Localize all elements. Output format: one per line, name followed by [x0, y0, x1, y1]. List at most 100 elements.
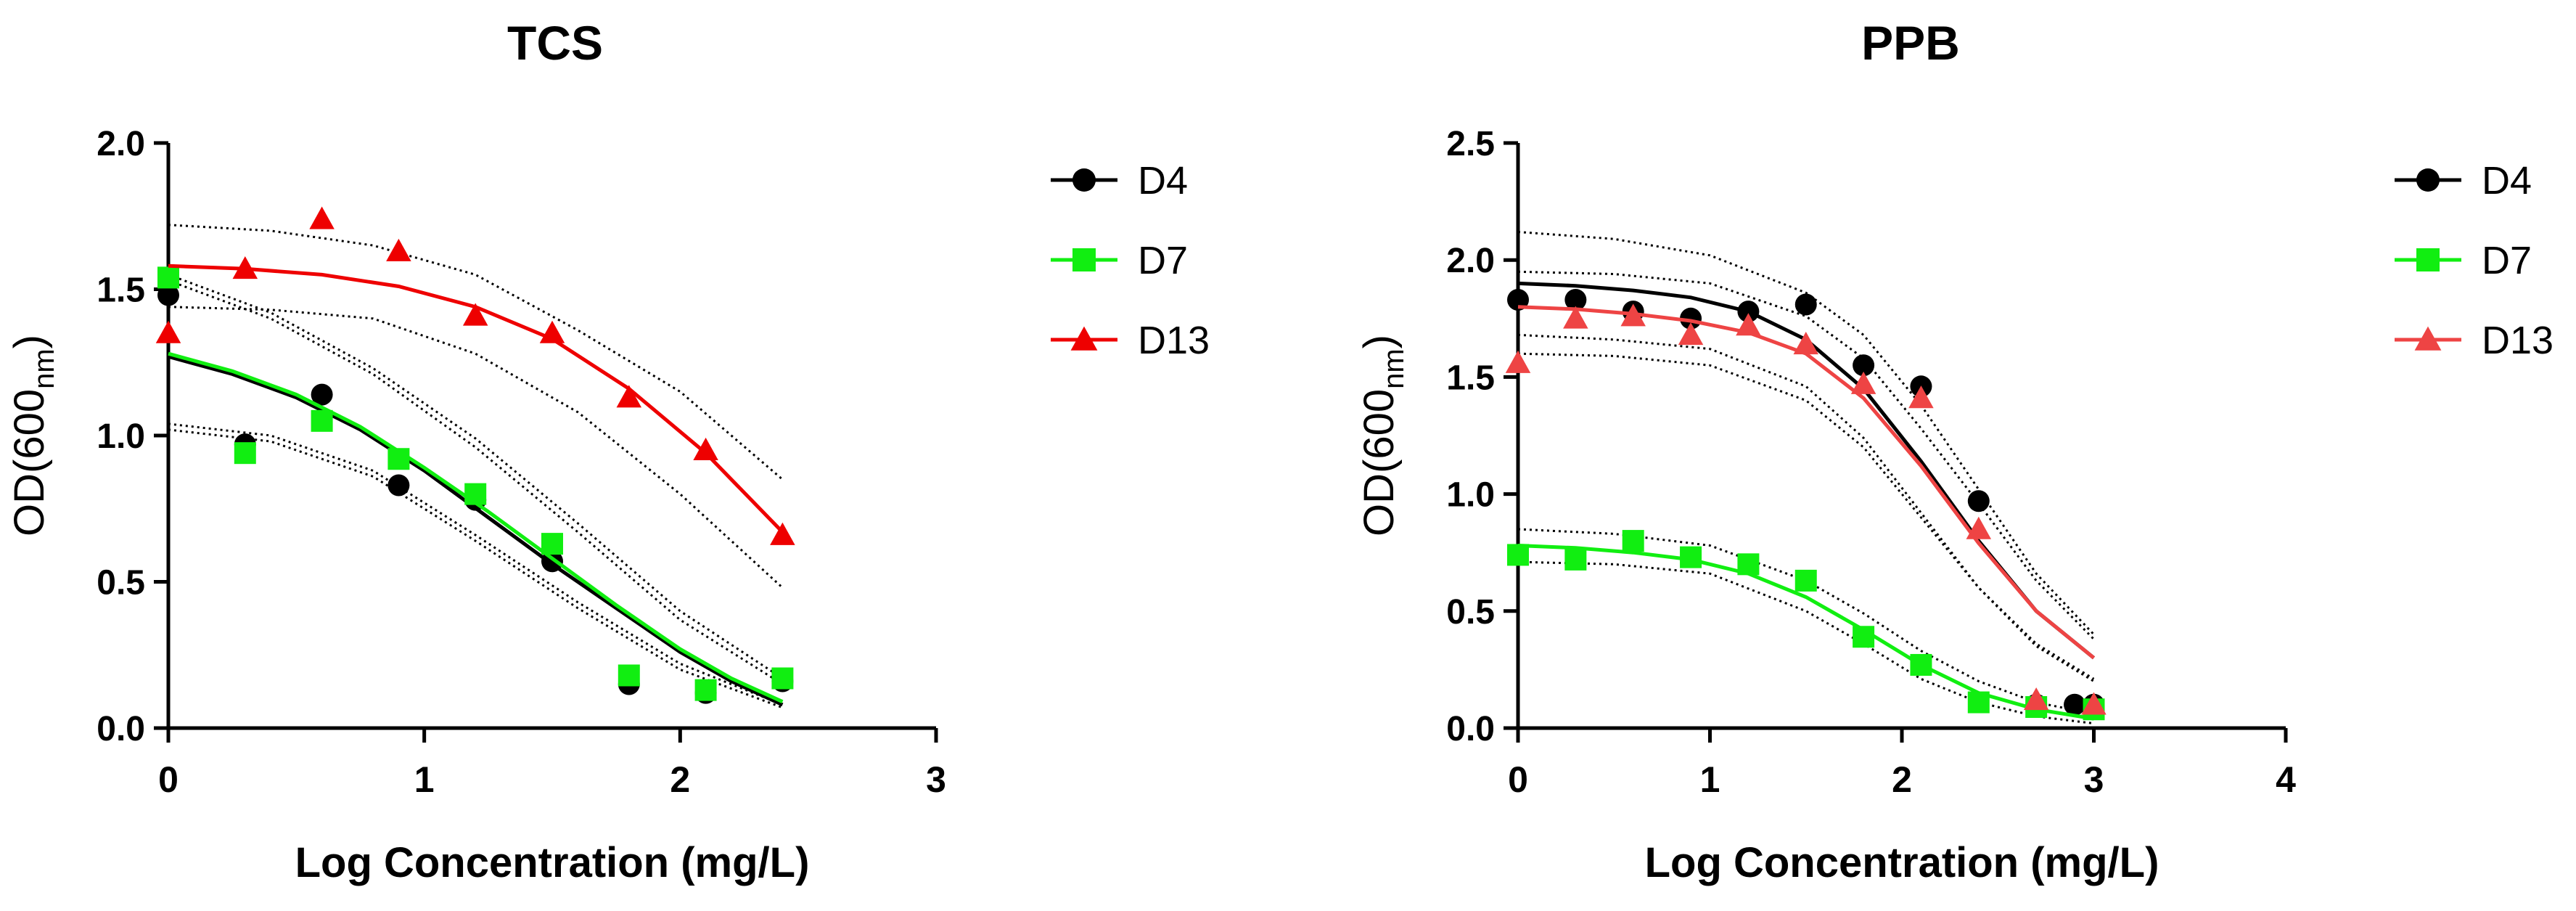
data-point	[1793, 332, 1818, 355]
y-axis-label-sub: nm	[1378, 348, 1410, 389]
data-point	[1794, 569, 1817, 592]
x-tick-label: 3	[926, 759, 946, 800]
data-point	[1680, 546, 1702, 568]
data-point	[1967, 490, 1990, 512]
x-tick-label: 1	[1700, 759, 1720, 800]
y-tick-label: 1.5	[97, 271, 145, 310]
ci-upper-line	[1517, 528, 2094, 716]
ci-lower-line	[168, 428, 783, 709]
ci-lower-line	[168, 306, 784, 589]
data-point	[387, 474, 410, 497]
y-tick-label: 0.0	[1446, 710, 1495, 748]
y-tick-label: 2.5	[1446, 125, 1495, 163]
data-point	[387, 448, 410, 470]
data-point	[2081, 692, 2107, 715]
y-tick-label: 1.0	[97, 417, 145, 456]
data-point	[386, 238, 411, 261]
legend-item-d7: D7	[1051, 239, 1188, 282]
data-point	[1910, 653, 1932, 676]
legend-label: D7	[2482, 239, 2532, 282]
y-tick-label: 2.0	[1446, 242, 1495, 280]
data-point	[1850, 371, 1876, 394]
chart-title: TCS	[507, 16, 603, 70]
y-tick-label: 1.5	[1446, 359, 1495, 397]
ci-upper-line	[168, 279, 784, 685]
legend-item-d4: D4	[2395, 159, 2532, 203]
ci-lower-line	[1517, 352, 2095, 680]
legend-item-d13: D13	[2395, 319, 2554, 362]
legend-item-d7: D7	[2395, 239, 2532, 282]
x-tick-label: 3	[2084, 759, 2104, 800]
x-tick-label: 2	[1892, 759, 1912, 800]
x-tick-label: 0	[158, 759, 179, 800]
data-point	[1564, 548, 1587, 571]
ci-upper-line	[168, 273, 784, 679]
data-point	[771, 667, 794, 690]
data-point	[1908, 385, 1934, 409]
data-point	[1622, 530, 1644, 552]
y-tick-label: 0.5	[1446, 593, 1495, 632]
legend-marker	[2416, 168, 2440, 192]
data-point	[2064, 693, 2086, 716]
data-point	[1737, 553, 1760, 576]
data-point	[1967, 691, 1990, 714]
ci-lower-line	[1517, 333, 2095, 682]
data-point	[616, 385, 642, 408]
series-d7	[1507, 528, 2105, 725]
data-point	[157, 284, 179, 306]
data-point	[309, 206, 335, 229]
y-axis-label-end: )	[1355, 335, 1403, 348]
x-tick-label: 1	[414, 759, 435, 800]
data-point	[541, 533, 563, 555]
data-point	[311, 383, 333, 406]
legend-marker	[1070, 326, 1098, 351]
data-point	[1505, 350, 1531, 373]
data-point	[464, 483, 487, 505]
ci-lower-line	[168, 422, 783, 706]
legend-marker	[2414, 326, 2442, 351]
data-point	[1678, 322, 1704, 346]
data-point	[234, 442, 256, 465]
y-tick-label: 2.0	[97, 125, 145, 163]
data-point	[1620, 303, 1646, 327]
y-axis-label-main: OD(600	[1355, 389, 1403, 536]
legend-marker	[1072, 248, 1096, 271]
y-axis-label-sub: nm	[28, 348, 60, 389]
data-point	[1563, 306, 1588, 329]
fit-curve	[1517, 544, 2094, 721]
legend-label: D4	[1138, 159, 1188, 203]
fit-curve	[1517, 305, 2096, 660]
x-axis-label: Log Concentration (mg/L)	[295, 839, 810, 886]
data-point	[2023, 687, 2049, 711]
data-point	[694, 679, 717, 701]
legend-marker	[1072, 168, 1096, 192]
x-tick-label: 4	[2276, 759, 2296, 800]
legend-label: D13	[2482, 319, 2554, 362]
data-point	[1853, 354, 1875, 377]
data-point	[770, 522, 795, 545]
data-point	[539, 320, 565, 343]
legend-label: D7	[1138, 239, 1188, 282]
series-d13	[1505, 270, 2107, 715]
data-point	[311, 409, 333, 432]
data-point	[1564, 289, 1587, 311]
data-point	[157, 266, 179, 289]
series-d13	[155, 206, 795, 589]
y-tick-label: 0.5	[97, 564, 145, 602]
fit-curve	[168, 351, 784, 703]
data-point	[1966, 516, 1992, 539]
data-point	[232, 256, 258, 279]
x-tick-label: 2	[670, 759, 690, 800]
y-tick-label: 0.0	[97, 710, 145, 748]
legend-label: D13	[1138, 319, 1210, 362]
series-d7	[157, 266, 794, 706]
chart-panel-ppb: PPB 0.0 0.5 1.0 1.5 2.0 2.5 0 1 2 3 4 Log Concentrat…	[1355, 16, 2554, 886]
chart-title: PPB	[1861, 16, 1960, 70]
data-point	[1680, 307, 1702, 330]
data-point	[462, 303, 488, 326]
fit-curve	[168, 354, 784, 707]
data-point	[1507, 544, 1529, 566]
ci-upper-line	[1517, 270, 2095, 640]
y-axis-label-end: )	[6, 335, 53, 348]
